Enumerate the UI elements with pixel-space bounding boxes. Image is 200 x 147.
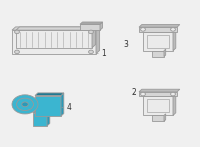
Polygon shape — [173, 29, 176, 51]
Ellipse shape — [22, 102, 28, 107]
Polygon shape — [152, 115, 164, 121]
Polygon shape — [33, 110, 50, 113]
Polygon shape — [16, 27, 96, 30]
Polygon shape — [80, 24, 100, 30]
Polygon shape — [12, 30, 96, 54]
Text: 2: 2 — [132, 88, 136, 97]
Circle shape — [141, 92, 145, 96]
Circle shape — [171, 28, 175, 31]
Polygon shape — [12, 27, 100, 30]
Circle shape — [89, 50, 93, 54]
Circle shape — [141, 28, 145, 31]
Polygon shape — [164, 114, 166, 121]
Polygon shape — [164, 49, 166, 57]
Text: 3: 3 — [124, 40, 128, 49]
Polygon shape — [143, 32, 173, 51]
Polygon shape — [152, 51, 164, 57]
Circle shape — [171, 92, 175, 96]
Polygon shape — [143, 96, 173, 115]
Polygon shape — [139, 27, 177, 32]
Circle shape — [15, 50, 19, 54]
Polygon shape — [139, 92, 177, 96]
Polygon shape — [47, 110, 50, 126]
Ellipse shape — [12, 95, 38, 114]
Polygon shape — [61, 93, 64, 116]
Polygon shape — [96, 27, 100, 54]
Polygon shape — [35, 96, 61, 116]
Polygon shape — [92, 27, 96, 48]
Text: 1: 1 — [102, 49, 106, 58]
Polygon shape — [34, 101, 35, 110]
Polygon shape — [139, 89, 180, 92]
Polygon shape — [80, 22, 103, 24]
Polygon shape — [35, 93, 64, 96]
Polygon shape — [173, 94, 176, 115]
Circle shape — [89, 30, 93, 34]
Polygon shape — [33, 113, 47, 126]
Polygon shape — [139, 25, 180, 27]
Text: 4: 4 — [67, 103, 71, 112]
Polygon shape — [143, 29, 176, 32]
Polygon shape — [16, 30, 92, 48]
Polygon shape — [143, 94, 176, 96]
Polygon shape — [100, 22, 103, 30]
Circle shape — [15, 30, 19, 34]
